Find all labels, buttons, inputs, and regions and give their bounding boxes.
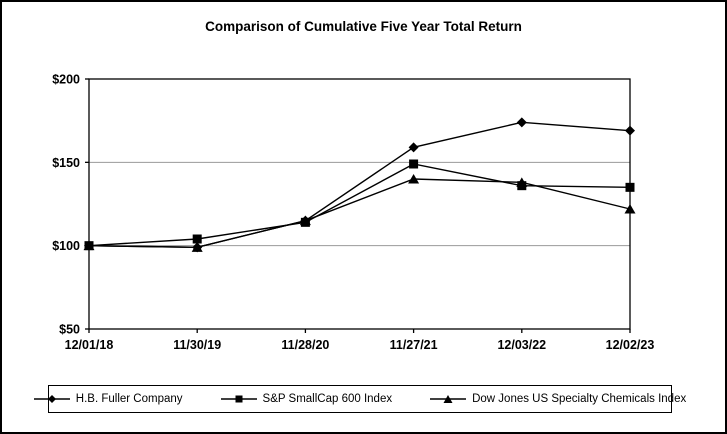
triangle-marker-icon	[624, 204, 636, 214]
x-axis-label: 12/01/18	[65, 338, 114, 352]
triangle-marker-icon	[299, 215, 311, 226]
triangle-marker-icon	[516, 177, 528, 187]
chart-legend: H.B. Fuller Company S&P SmallCap 600 Ind…	[33, 385, 686, 413]
series-line-square	[88, 163, 631, 247]
legend-item-dow-jones: Dow Jones US Specialty Chemicals Index	[430, 393, 686, 405]
square-marker-icon	[220, 393, 257, 405]
diamond-marker-icon	[408, 142, 419, 153]
y-axis-label: $50	[59, 323, 80, 337]
series-line-triangle	[88, 178, 631, 249]
x-axis-label: 11/28/20	[281, 338, 329, 352]
diamond-marker-shape	[47, 395, 56, 403]
legend-item-hb-fuller: H.B. Fuller Company	[33, 393, 183, 405]
diamond-legend-glyph	[33, 395, 70, 403]
square-marker-icon	[192, 234, 202, 244]
series-line-diamond	[88, 121, 631, 249]
chart-title: Comparison of Cumulative Five Year Total…	[205, 19, 522, 34]
diamond-marker-icon	[33, 393, 70, 405]
triangle-marker-icon	[408, 174, 420, 184]
triangle-marker-icon	[430, 393, 467, 405]
diamond-marker-icon	[516, 117, 527, 128]
triangle-marker-shape	[443, 395, 453, 403]
square-marker-shape	[235, 395, 243, 403]
square-marker-icon	[409, 159, 419, 169]
y-axis-label: $150	[52, 156, 80, 170]
legend-label: Dow Jones US Specialty Chemicals Index	[472, 393, 687, 405]
plot-border	[88, 78, 631, 330]
line-chart-plot-area: $50 $100 $150 $200 12/01/18 11/30/19 11/28/20 1…	[52, 73, 655, 353]
x-axis-label: 11/27/21	[390, 338, 438, 352]
y-axis-label: $100	[52, 239, 80, 253]
triangle-legend-glyph	[430, 395, 467, 403]
x-axis-label: 12/03/22	[497, 338, 546, 352]
legend-label: H.B. Fuller Company	[75, 393, 183, 405]
diamond-marker-icon	[625, 125, 635, 136]
triangle-marker-icon	[191, 242, 203, 252]
legend-item-sp-smallcap: S&P SmallCap 600 Index	[220, 393, 393, 405]
square-marker-icon	[625, 182, 635, 192]
x-axis-label: 11/30/19	[173, 338, 221, 352]
y-axis-label: $200	[52, 73, 80, 87]
triangle-marker-icon	[83, 240, 95, 251]
legend-label: S&P SmallCap 600 Index	[262, 393, 393, 405]
square-legend-glyph	[220, 395, 257, 403]
x-axis-label: 12/02/23	[606, 338, 655, 352]
